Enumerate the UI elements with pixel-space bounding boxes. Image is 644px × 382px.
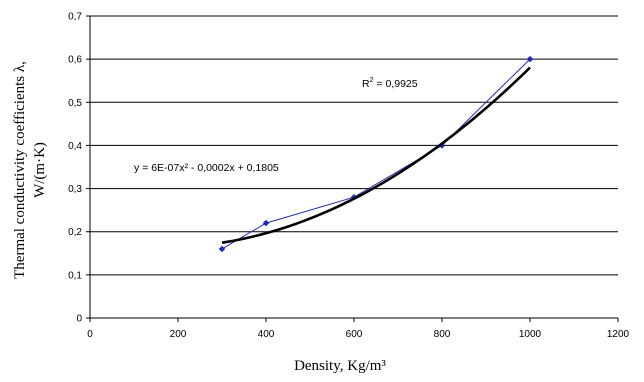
regression-equation: y = 6E-07x² - 0,0002x + 0,1805 [134, 162, 279, 174]
trendline-curve [221, 66, 531, 245]
trendline [221, 66, 531, 245]
x-tick-label-0: 0 [87, 329, 93, 340]
y-tick-label-3: 0,3 [68, 184, 82, 195]
r-squared-symbol: R [362, 78, 370, 90]
x-tick-label-4: 800 [434, 329, 451, 340]
y-tick-label-1: 0,1 [68, 270, 82, 281]
x-tick-label-5: 1000 [519, 329, 542, 340]
x-tick-label-1: 200 [170, 329, 187, 340]
x-tick-labels: 0 200 400 600 800 1000 1200 [87, 329, 629, 340]
x-axis-title: Density, Kg/m³ [294, 358, 386, 374]
x-tick-label-2: 400 [258, 329, 275, 340]
y-tick-label-2: 0,2 [68, 227, 82, 238]
data-point-4 [526, 55, 534, 63]
y-tick-label-6: 0,6 [68, 55, 82, 66]
r-squared-label: R2 = 0,9925 [362, 77, 418, 90]
y-axis-title-line-2: W/(m·K) [32, 142, 48, 198]
y-axis-title-line-1: Thermal conductivity coefficients λ, [12, 61, 28, 279]
y-tick-label-5: 0,5 [68, 98, 82, 109]
x-tick-label-6: 1200 [607, 329, 630, 340]
y-axis-title: Thermal conductivity coefficients λ, W/(… [12, 61, 48, 279]
y-tick-label-0: 0 [76, 314, 82, 325]
data-point-0 [218, 245, 226, 253]
axes [86, 15, 619, 322]
x-tick-label-3: 600 [346, 329, 363, 340]
r-squared-value: = 0,9925 [374, 78, 418, 90]
y-tick-label-4: 0,4 [68, 141, 82, 152]
gridlines [90, 15, 618, 276]
data-point-1 [262, 219, 270, 227]
y-tick-labels: 0 0,1 0,2 0,3 0,4 0,5 0,6 0,7 [68, 12, 82, 325]
y-tick-label-7: 0,7 [68, 12, 82, 23]
